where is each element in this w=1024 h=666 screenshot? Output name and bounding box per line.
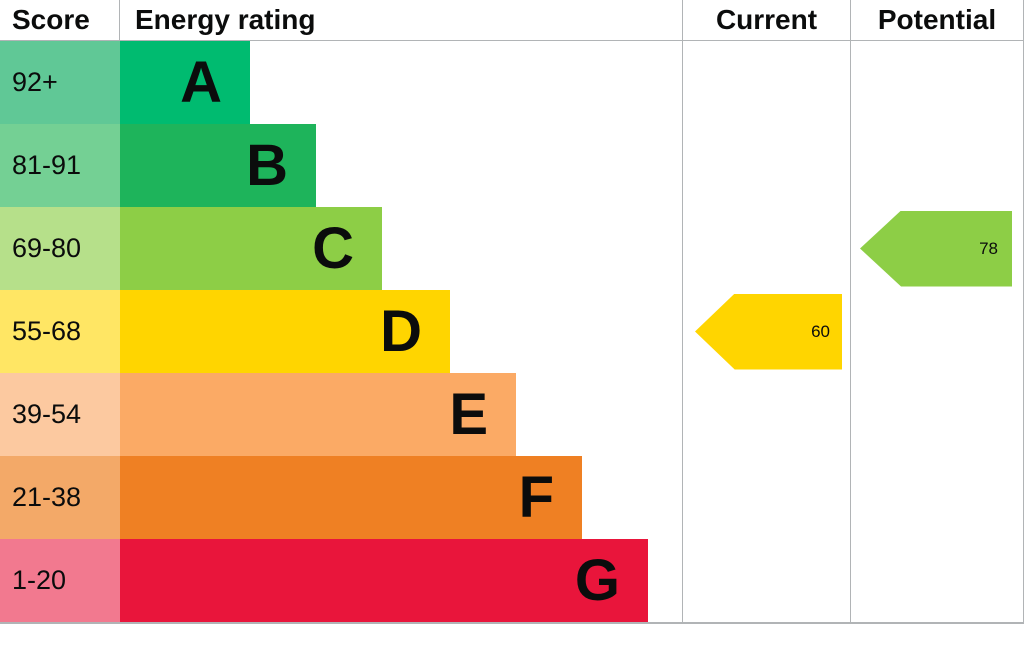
band-bar-a: A xyxy=(120,41,250,124)
score-range-f: 21-38 xyxy=(0,456,120,539)
score-range-a: 92+ xyxy=(0,41,120,124)
band-letter-e: E xyxy=(449,381,488,447)
score-range-b: 81-91 xyxy=(0,124,120,207)
band-row-e: E xyxy=(120,373,682,456)
score-range-d: 55-68 xyxy=(0,290,120,373)
band-bar-g: G xyxy=(120,539,648,622)
band-row-f: F xyxy=(120,456,682,539)
band-bar-f: F xyxy=(120,456,582,539)
score-range-c: 69-80 xyxy=(0,207,120,290)
band-bar-e: E xyxy=(120,373,516,456)
band-letter-f: F xyxy=(518,464,554,530)
band-row-b: B xyxy=(120,124,682,207)
band-bar-c: C xyxy=(120,207,382,290)
epc-rating-chart: Score Energy rating Current Potential 92… xyxy=(0,0,1024,624)
band-bar-b: B xyxy=(120,124,316,207)
band-letter-g: G xyxy=(574,547,620,613)
band-bar-d: D xyxy=(120,290,450,373)
energy-rating-header: Energy rating xyxy=(120,0,682,41)
band-letter-d: D xyxy=(380,298,422,364)
current-column xyxy=(682,41,850,622)
score-range-g: 1-20 xyxy=(0,539,120,622)
current-value: 60 xyxy=(811,321,830,341)
band-letter-a: A xyxy=(180,49,222,115)
band-row-g: G xyxy=(120,539,682,622)
band-row-a: A xyxy=(120,41,682,124)
score-header: Score xyxy=(0,0,120,41)
band-letter-b: B xyxy=(246,132,288,198)
potential-column xyxy=(850,41,1024,622)
current-header: Current xyxy=(682,0,850,41)
band-row-d: D xyxy=(120,290,682,373)
band-letter-c: C xyxy=(312,215,354,281)
potential-value: 78 xyxy=(979,238,998,258)
potential-header: Potential xyxy=(850,0,1024,41)
band-row-c: C xyxy=(120,207,682,290)
score-range-e: 39-54 xyxy=(0,373,120,456)
